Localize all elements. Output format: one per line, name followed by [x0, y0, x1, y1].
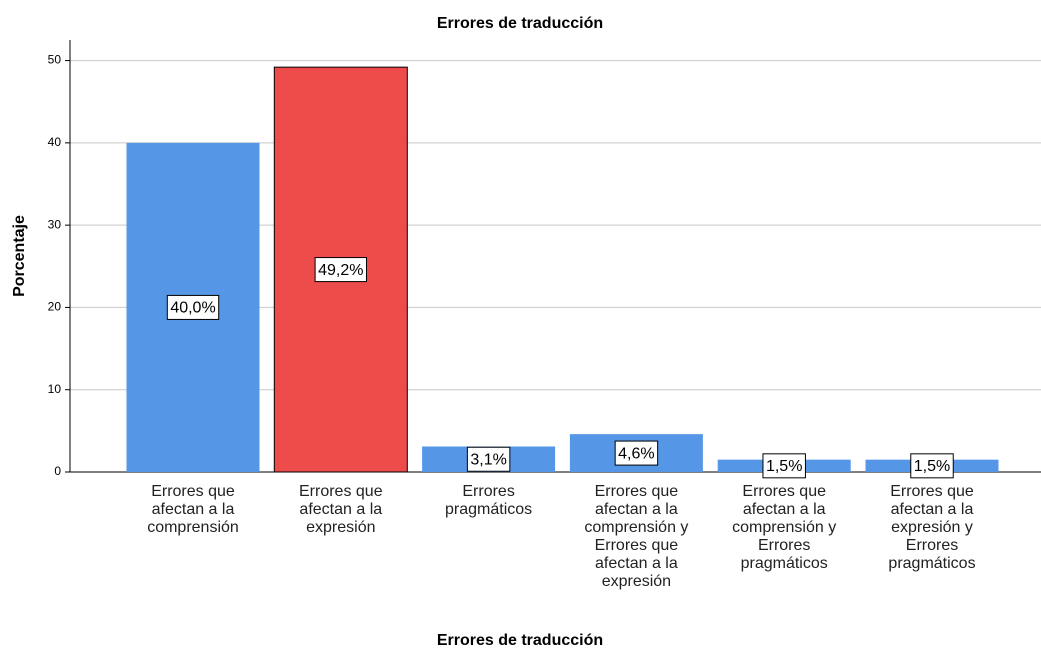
value-label-box: [166, 294, 220, 320]
x-axis-label: Errores de traducción: [437, 632, 603, 649]
value-label: 49,2%: [318, 262, 363, 279]
y-tick-label: 10: [48, 382, 62, 396]
y-tick-label: 0: [54, 464, 61, 478]
chart-title: Errores de traducción: [437, 15, 603, 32]
value-label-box: [910, 453, 954, 479]
value-label: 40,0%: [170, 300, 215, 317]
y-axis-label: Porcentaje: [11, 215, 28, 297]
value-label: 3,1%: [470, 451, 506, 468]
y-tick-label: 30: [48, 217, 62, 231]
value-label-box: [314, 257, 367, 283]
value-label-box: [466, 446, 511, 472]
value-label-box: [614, 440, 659, 466]
x-tick-label: Errores que afectan a la comprensión: [147, 483, 239, 536]
y-tick-label: 50: [48, 53, 62, 67]
x-tick-label: Errores que afectan a la comprensión y E…: [732, 483, 837, 572]
value-label: 4,6%: [618, 445, 654, 462]
y-tick-label: 20: [48, 300, 62, 314]
value-label: 1,5%: [914, 458, 950, 475]
value-label: 1,5%: [766, 458, 802, 475]
x-tick-label: Errores pragmáticos: [445, 483, 533, 518]
x-tick-label: Errores que afectan a la expresión: [299, 483, 383, 536]
value-label-box: [762, 453, 806, 479]
y-tick-label: 40: [48, 135, 62, 149]
x-tick-label: Errores que afectan a la expresión y Err…: [888, 483, 976, 572]
x-tick-label: Errores que afectan a la comprensión y E…: [584, 483, 689, 590]
